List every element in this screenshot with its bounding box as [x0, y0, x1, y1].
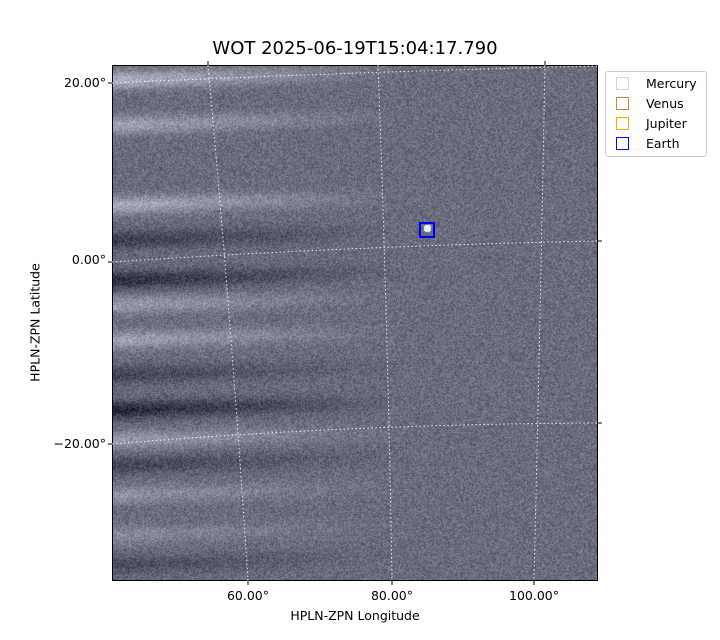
x-tick-label: 100.00°: [509, 588, 559, 603]
legend-label: Jupiter: [646, 115, 687, 131]
legend: Mercury Venus Jupiter Earth: [605, 71, 707, 157]
jupiter-swatch-icon: [616, 116, 629, 130]
y-tick-label: −20.00°: [53, 436, 106, 451]
y-tick-label: 0.00°: [71, 252, 106, 267]
venus-swatch-icon: [616, 96, 629, 110]
chart-title: WOT 2025-06-19T15:04:17.790: [212, 38, 498, 59]
y-axis-label: HPLN-ZPN Latitude: [27, 263, 43, 382]
legend-label: Mercury: [646, 75, 697, 91]
earth-swatch-icon: [616, 136, 629, 150]
grid-lat-m20: [111, 422, 599, 445]
legend-item-jupiter: Jupiter: [616, 114, 687, 132]
y-tick-label: 20.00°: [63, 75, 106, 90]
axes-frame: [112, 65, 598, 581]
x-tick-label: 60.00°: [226, 588, 270, 603]
grid-lon-60: [207, 64, 249, 582]
earth-marker: [419, 222, 435, 238]
x-tick-label: 80.00°: [370, 588, 414, 603]
legend-label: Earth: [646, 135, 680, 151]
grid-lat-20: [111, 65, 599, 84]
legend-label: Venus: [646, 95, 684, 111]
grid-lon-80: [377, 64, 393, 582]
grid-lon-100: [533, 64, 546, 582]
legend-item-mercury: Mercury: [616, 74, 697, 92]
grid-lat-0: [111, 240, 599, 263]
x-axis-label: HPLN-ZPN Longitude: [290, 608, 420, 623]
image-plot: [112, 65, 598, 581]
mercury-swatch-icon: [616, 76, 629, 90]
legend-item-venus: Venus: [616, 94, 684, 112]
legend-item-earth: Earth: [616, 134, 680, 152]
